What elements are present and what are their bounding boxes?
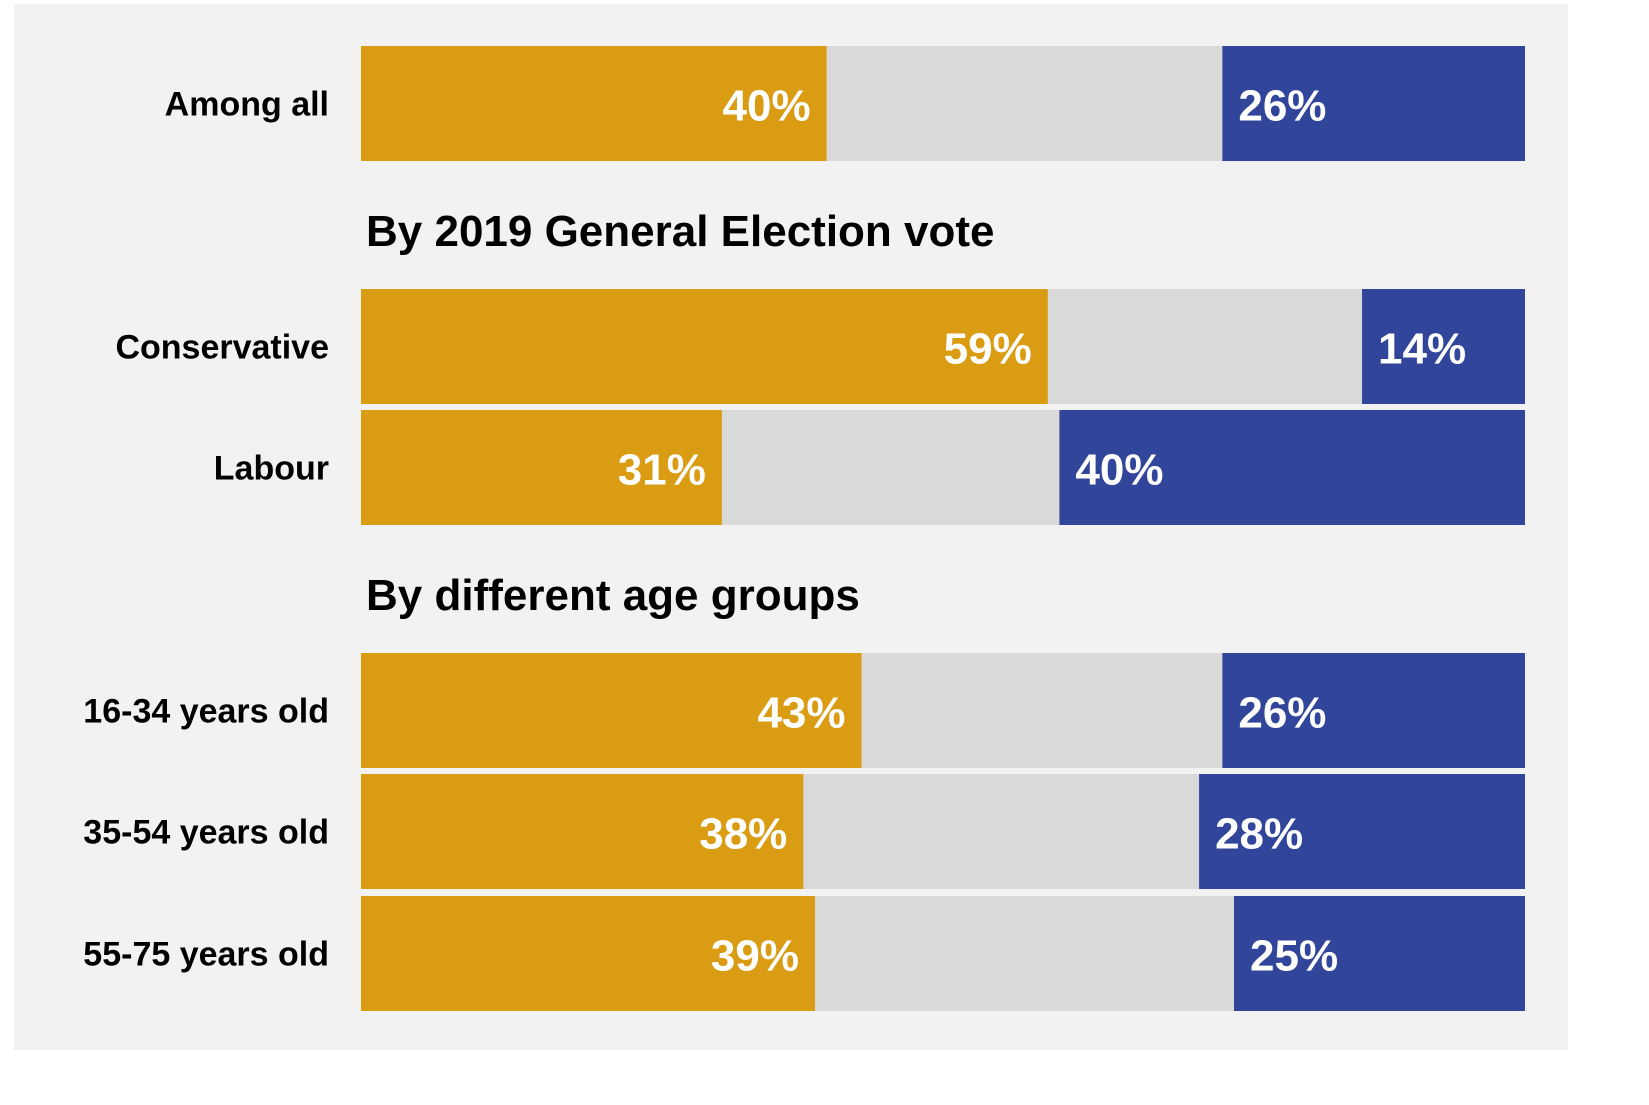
bar-segment-right	[1199, 774, 1525, 889]
bar-segment-left	[361, 46, 827, 161]
data-label-right: 40%	[1075, 446, 1163, 495]
bar-segment-right	[1362, 289, 1525, 404]
data-label-left: 31%	[618, 446, 706, 495]
row-label: 35-54 years old	[83, 814, 329, 852]
data-label-right: 26%	[1238, 689, 1326, 738]
data-label-left: 43%	[757, 689, 845, 738]
row-label: 16-34 years old	[83, 693, 329, 731]
data-label-left: 38%	[699, 810, 787, 859]
data-label-right: 28%	[1215, 810, 1303, 859]
data-label-right: 14%	[1378, 325, 1466, 374]
data-label-left: 39%	[711, 932, 799, 981]
bar-segment-left	[361, 774, 804, 889]
section-heading: By 2019 General Election vote	[366, 207, 995, 256]
bar-segment-left	[361, 653, 862, 768]
row-label: Conservative	[115, 329, 329, 367]
data-label-left: 40%	[723, 82, 811, 131]
data-label-left: 59%	[944, 325, 1032, 374]
row-label: Labour	[214, 450, 329, 488]
section-heading: By different age groups	[366, 571, 860, 620]
data-label-right: 25%	[1250, 932, 1338, 981]
bar-segment-right	[1059, 410, 1525, 525]
bar-segment-left	[361, 410, 722, 525]
bar-segment-right	[1222, 653, 1525, 768]
row-label: 55-75 years old	[83, 936, 329, 974]
bar-segment-right	[1222, 46, 1525, 161]
bar-segment-right	[1234, 896, 1525, 1011]
bar-segment-left	[361, 896, 815, 1011]
bar-segment-left	[361, 289, 1048, 404]
data-label-right: 26%	[1238, 82, 1326, 131]
row-label: Among all	[165, 86, 329, 124]
